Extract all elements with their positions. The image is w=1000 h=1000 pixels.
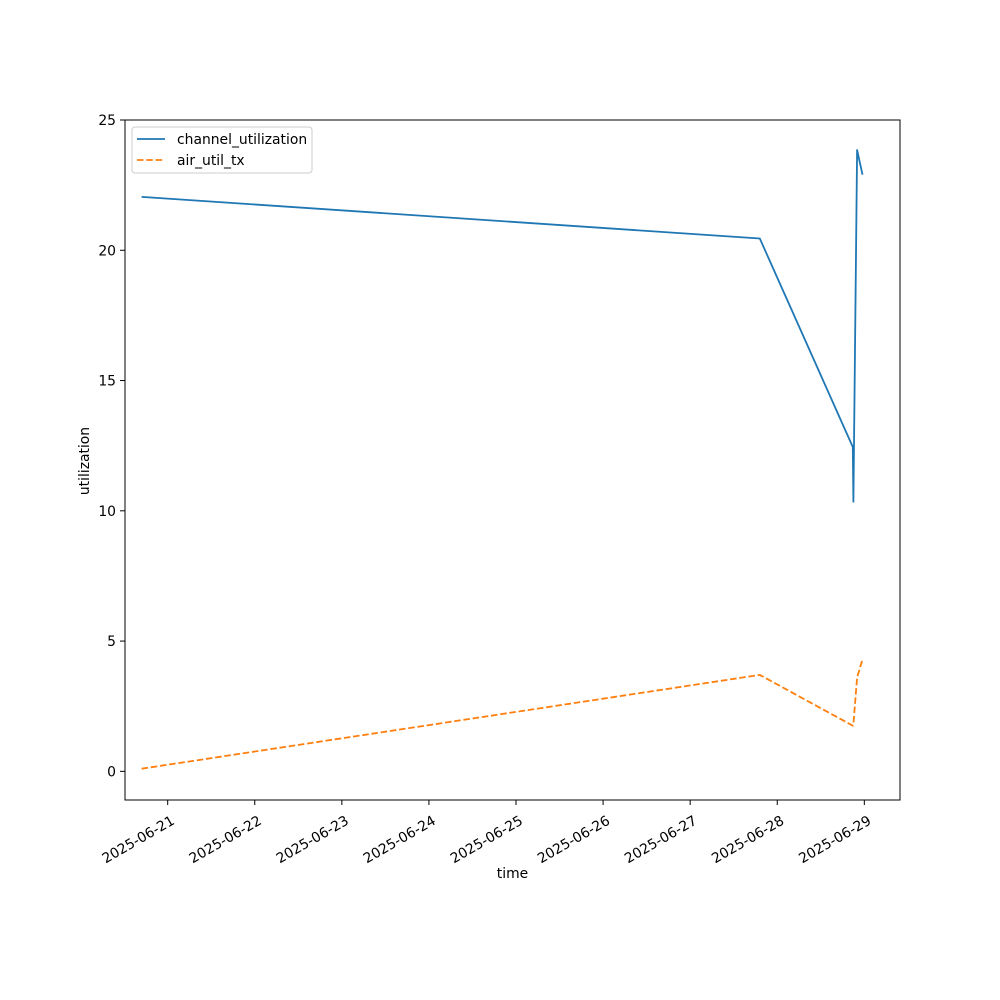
y-tick-label: 10	[98, 504, 116, 520]
y-tick-label: 25	[98, 113, 116, 129]
y-tick-label: 20	[98, 243, 116, 259]
y-tick-label: 5	[107, 634, 116, 650]
y-tick-label: 0	[107, 764, 116, 780]
y-axis-label: utilization	[77, 427, 93, 495]
legend-box	[131, 126, 313, 174]
legend: channel_utilization air_util_tx	[131, 126, 313, 174]
plot-area	[125, 120, 900, 800]
x-axis-label: time	[497, 866, 528, 882]
y-axis: 0 5 10 15 20 25	[98, 113, 125, 780]
series-line-air-util-tx	[141, 659, 864, 770]
series-layer	[141, 149, 864, 770]
legend-label-channel-utilization: channel_utilization	[177, 132, 307, 148]
legend-label-air-util-tx: air_util_tx	[177, 153, 245, 169]
plot-frame	[124, 119, 901, 801]
y-tick-label: 15	[98, 374, 116, 390]
series-line-channel-utilization	[141, 149, 864, 503]
